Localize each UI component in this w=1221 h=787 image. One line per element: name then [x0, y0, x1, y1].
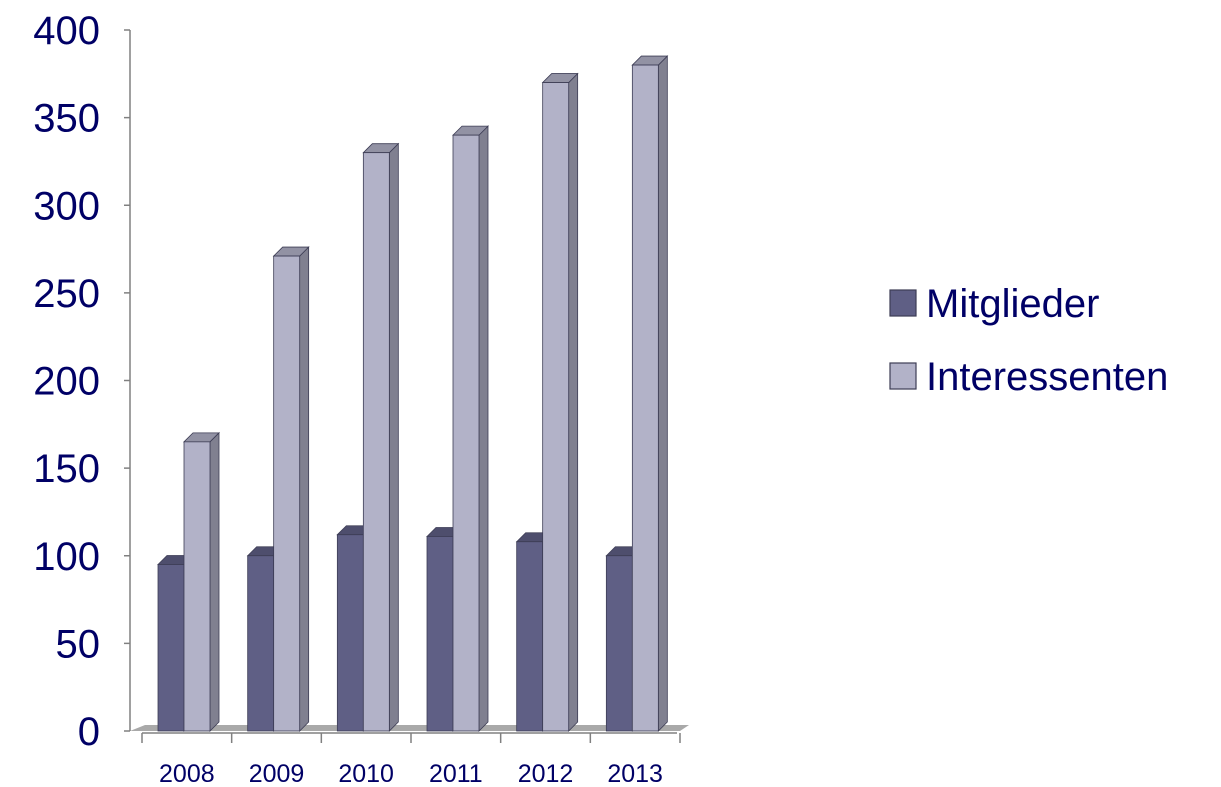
bar-mitglieder — [605, 555, 633, 732]
x-tick-label: 2008 — [159, 760, 215, 787]
y-tick-label: 0 — [78, 710, 100, 754]
y-tick-label: 200 — [33, 360, 100, 404]
bar-interessenten — [542, 82, 570, 732]
bar-interessenten — [273, 255, 301, 732]
bar-mitglieder — [247, 555, 275, 732]
y-tick-label: 400 — [33, 9, 100, 53]
bar-mitglieder — [426, 536, 454, 732]
legend-label: Mitglieder — [926, 282, 1099, 326]
legend-swatch-mitglieder — [889, 289, 917, 317]
bar-side-interessenten — [478, 125, 489, 732]
legend-swatch-interessenten — [889, 362, 917, 390]
y-tick-label: 50 — [56, 622, 101, 666]
bar-side-interessenten — [209, 431, 220, 732]
x-tick-label: 2009 — [249, 760, 305, 787]
bar-mitglieder — [157, 564, 185, 732]
y-tick-label: 250 — [33, 272, 100, 316]
x-tick-label: 2011 — [429, 760, 483, 787]
y-tick-label: 150 — [33, 447, 100, 491]
bar-side-interessenten — [568, 72, 579, 732]
bar-interessenten — [362, 152, 390, 732]
legend-label: Interessenten — [926, 355, 1168, 399]
bar-side-interessenten — [657, 55, 668, 732]
bar-side-interessenten — [388, 142, 399, 732]
bar-interessenten — [631, 64, 659, 732]
y-tick-label: 350 — [33, 97, 100, 141]
bar-mitglieder — [516, 541, 544, 732]
bar-side-interessenten — [299, 246, 310, 732]
bar-mitglieder — [336, 534, 364, 732]
y-tick-label: 100 — [33, 535, 100, 579]
x-tick-label: 2013 — [607, 760, 663, 787]
x-tick-label: 2012 — [518, 760, 574, 787]
x-tick-label: 2010 — [338, 760, 394, 787]
bar-interessenten — [452, 134, 480, 732]
bar-interessenten — [183, 441, 211, 732]
y-tick-label: 300 — [33, 184, 100, 228]
